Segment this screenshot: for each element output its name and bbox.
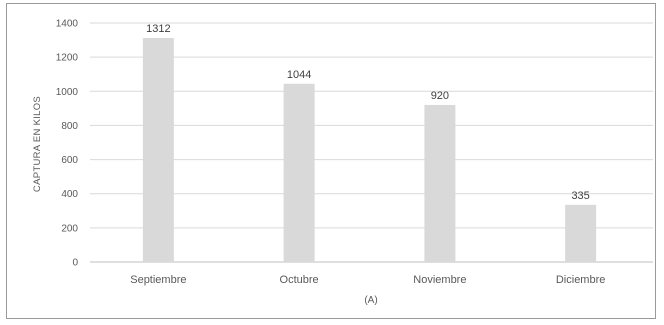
bar-chart: 0 200 400 600 800 1000 1200 1400 Septiembre Octu… (32, 19, 653, 306)
y-tick-label: 400 (61, 189, 78, 200)
data-labels: 1312 1044 920 335 (146, 23, 590, 202)
data-label: 1312 (146, 23, 170, 35)
chart-frame: 0 200 400 600 800 1000 1200 1400 Septiembre Octu… (6, 3, 656, 319)
y-axis-title: CAPTURA EN KILOS (32, 96, 43, 192)
bar-octubre (283, 83, 315, 262)
gridlines (90, 22, 653, 263)
bar-diciembre (565, 204, 597, 262)
y-tick-label: 800 (61, 121, 78, 132)
y-tick-labels: 0 200 400 600 800 1000 1200 1400 (56, 19, 79, 269)
data-label: 920 (431, 90, 449, 102)
y-tick-label: 1000 (56, 87, 79, 98)
bars (142, 38, 597, 262)
x-category-label: Noviembre (413, 274, 466, 286)
x-axis-title: (A) (364, 295, 377, 306)
y-tick-label: 1400 (56, 19, 79, 30)
data-label: 335 (571, 190, 589, 202)
bar-septiembre (142, 38, 174, 262)
x-category-labels: Septiembre Octubre Noviembre Diciembre (130, 274, 605, 286)
y-tick-label: 600 (61, 155, 78, 166)
bar-noviembre (424, 104, 456, 262)
y-tick-label: 200 (61, 223, 78, 234)
y-tick-label: 1200 (56, 53, 79, 64)
data-label: 1044 (287, 69, 311, 81)
x-category-label: Septiembre (130, 274, 186, 286)
x-category-label: Octubre (280, 274, 319, 286)
x-category-label: Diciembre (556, 274, 606, 286)
y-tick-label: 0 (72, 258, 78, 269)
